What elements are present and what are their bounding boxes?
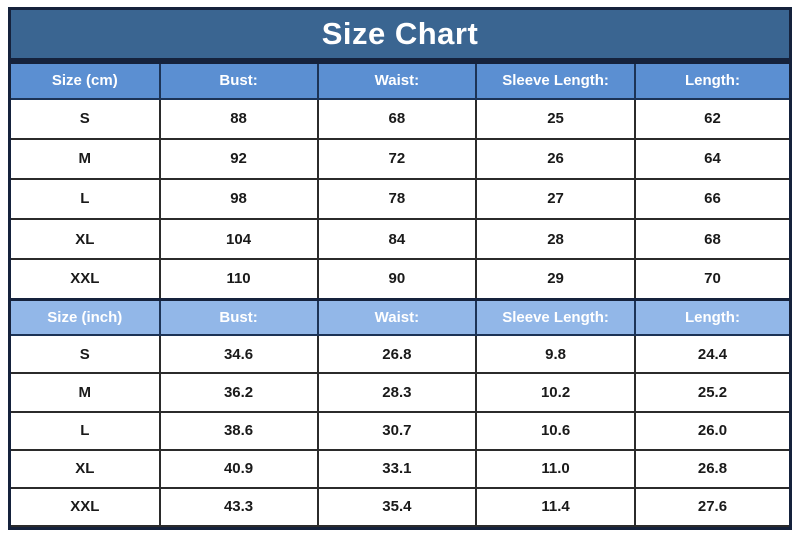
measurement-cell: 26.0 [633, 410, 789, 451]
measurement-cell: 68 [316, 97, 478, 140]
size-label-cell: XL [11, 217, 161, 261]
size-chart-frame: Size Chart Size (cm) Bust: Waist: Sleeve Le… [8, 7, 792, 530]
size-label-cell: XXL [11, 258, 161, 301]
table-row: S 34.6 26.8 9.8 24.4 [11, 334, 789, 375]
column-header: Bust: [158, 297, 319, 337]
table-row: M 92 72 26 64 [11, 137, 789, 180]
measurement-cell: 43.3 [158, 486, 319, 528]
table-row: L 38.6 30.7 10.6 26.0 [11, 410, 789, 451]
measurement-cell: 26.8 [633, 448, 789, 489]
table-row: XL 104 84 28 68 [11, 217, 789, 261]
title-banner: Size Chart [11, 10, 789, 61]
table-row: M 36.2 28.3 10.2 25.2 [11, 372, 789, 413]
measurement-cell: 29 [475, 258, 636, 301]
size-table: Size (cm) Bust: Waist: Sleeve Length: Length… [11, 60, 789, 528]
measurement-cell: 25.2 [633, 372, 789, 413]
measurement-cell: 68 [633, 217, 789, 261]
measurement-cell: 28.3 [316, 372, 478, 413]
column-header: Sleeve Length: [475, 60, 636, 100]
measurement-cell: 92 [158, 137, 319, 180]
column-header: Waist: [316, 297, 478, 337]
measurement-cell: 72 [316, 137, 478, 180]
measurement-cell: 9.8 [475, 334, 636, 375]
measurement-cell: 10.2 [475, 372, 636, 413]
size-label-cell: XXL [11, 486, 161, 528]
column-header: Waist: [316, 60, 478, 100]
measurement-cell: 35.4 [316, 486, 478, 528]
size-label-cell: M [11, 137, 161, 180]
size-label-cell: S [11, 334, 161, 375]
size-unit-header: Size (cm) [11, 60, 161, 100]
measurement-cell: 25 [475, 97, 636, 140]
measurement-cell: 110 [158, 258, 319, 301]
size-label-cell: L [11, 177, 161, 220]
column-header: Length: [633, 297, 789, 337]
measurement-cell: 64 [633, 137, 789, 180]
size-label-cell: L [11, 410, 161, 451]
measurement-cell: 84 [316, 217, 478, 261]
size-label-cell: S [11, 97, 161, 140]
measurement-cell: 10.6 [475, 410, 636, 451]
size-label-cell: M [11, 372, 161, 413]
column-header: Length: [633, 60, 789, 100]
measurement-cell: 98 [158, 177, 319, 220]
measurement-cell: 26 [475, 137, 636, 180]
measurement-cell: 90 [316, 258, 478, 301]
page-title: Size Chart [321, 15, 479, 51]
table-row: XXL 110 90 29 70 [11, 258, 789, 301]
table-row: S 88 68 25 62 [11, 97, 789, 140]
measurement-cell: 104 [158, 217, 319, 261]
measurement-cell: 40.9 [158, 448, 319, 489]
measurement-cell: 38.6 [158, 410, 319, 451]
measurement-cell: 78 [316, 177, 478, 220]
measurement-cell: 27 [475, 177, 636, 220]
measurement-cell: 24.4 [633, 334, 789, 375]
measurement-cell: 62 [633, 97, 789, 140]
size-unit-header: Size (inch) [11, 297, 161, 337]
measurement-cell: 36.2 [158, 372, 319, 413]
header-row-inch: Size (inch) Bust: Waist: Sleeve Length: Leng… [11, 297, 789, 337]
column-header: Sleeve Length: [475, 297, 636, 337]
measurement-cell: 66 [633, 177, 789, 220]
table-row: L 98 78 27 66 [11, 177, 789, 220]
measurement-cell: 26.8 [316, 334, 478, 375]
measurement-cell: 33.1 [316, 448, 478, 489]
measurement-cell: 30.7 [316, 410, 478, 451]
table-row: XXL 43.3 35.4 11.4 27.6 [11, 486, 789, 528]
header-row-cm: Size (cm) Bust: Waist: Sleeve Length: Length… [11, 60, 789, 100]
size-table-body: Size (cm) Bust: Waist: Sleeve Length: Length… [11, 60, 789, 528]
measurement-cell: 88 [158, 97, 319, 140]
measurement-cell: 34.6 [158, 334, 319, 375]
measurement-cell: 11.0 [475, 448, 636, 489]
size-label-cell: XL [11, 448, 161, 489]
measurement-cell: 28 [475, 217, 636, 261]
column-header: Bust: [158, 60, 319, 100]
measurement-cell: 11.4 [475, 486, 636, 528]
measurement-cell: 70 [633, 258, 789, 301]
measurement-cell: 27.6 [633, 486, 789, 528]
table-row: XL 40.9 33.1 11.0 26.8 [11, 448, 789, 489]
